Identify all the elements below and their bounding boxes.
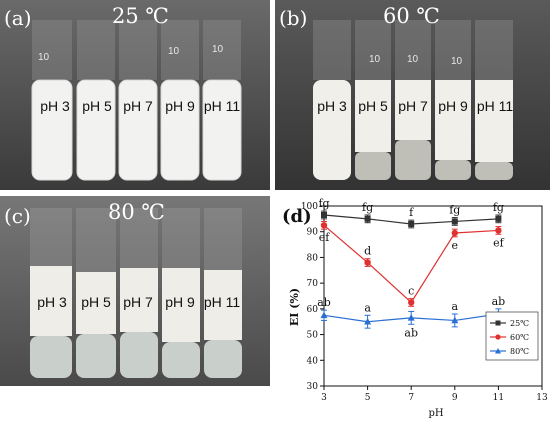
data-point (495, 227, 502, 234)
legend-marker (495, 348, 501, 354)
panel-b-temperature: 60 ℃ (383, 4, 440, 28)
legend-marker (495, 334, 501, 340)
x-tick-label: 13 (536, 393, 548, 403)
tube-label-ph3: pH 3 (40, 98, 70, 114)
significance-label: e (452, 239, 459, 252)
significance-label: fg (493, 201, 504, 214)
data-point (407, 314, 415, 321)
panel-c-letter: (c) (4, 204, 31, 228)
y-tick-label: 50 (307, 331, 319, 341)
legend-entry: 60℃ (510, 333, 529, 342)
tube-label-ph11: pH 11 (203, 98, 241, 114)
plot-frame (323, 205, 543, 387)
photo-c-tubes (0, 196, 270, 386)
panel-d-letter: (d) (282, 206, 312, 227)
photo-b-tubes (275, 0, 550, 190)
significance-label: ef (493, 236, 505, 249)
photo-a-tubes (0, 0, 270, 190)
tube-label-ph3: pH 3 (37, 294, 67, 310)
photo-panel-b: (b) 60 ℃ 10 10 10 pH 3 pH 5 pH 7 pH 9 pH… (275, 0, 550, 190)
tube-label-ph11: pH 11 (203, 294, 241, 310)
tube-mark: 10 (38, 52, 50, 63)
data-point (364, 259, 371, 266)
significance-label: f (409, 206, 414, 219)
data-point (451, 229, 458, 237)
significance-label: ab (404, 326, 418, 339)
data-point (408, 221, 415, 227)
significance-label: ef (319, 231, 331, 244)
y-tick-label: 80 (307, 253, 319, 263)
tube-label-ph9: pH 9 (165, 98, 195, 114)
tube-mark: 10 (407, 54, 419, 65)
tube-label-ph7: pH 7 (398, 98, 428, 114)
data-point (495, 215, 502, 222)
tube-label-ph3: pH 3 (317, 98, 347, 114)
tube-label-ph7: pH 7 (123, 98, 153, 114)
tube-mark: 10 (212, 44, 224, 55)
y-axis-label: EI (%) (288, 288, 301, 326)
tube-label-ph5: pH 5 (81, 294, 111, 310)
data-point (320, 311, 328, 319)
data-point (364, 215, 371, 222)
significance-label: c (408, 285, 414, 298)
data-point (451, 218, 458, 225)
y-tick-label: 40 (307, 356, 319, 366)
photo-panel-a: (a) 25 ℃ 10 10 10 pH 3 pH 5 pH 7 pH 9 pH… (0, 0, 270, 190)
x-tick-label: 5 (365, 393, 371, 403)
x-tick-label: 9 (452, 393, 458, 403)
x-tick-label: 7 (408, 393, 414, 403)
x-tick-label: 11 (493, 393, 504, 403)
significance-label: a (364, 301, 371, 314)
y-tick-label: 60 (307, 305, 319, 315)
significance-label: ab (317, 296, 331, 309)
legend-entry: 80℃ (510, 347, 529, 356)
tube-label-ph5: pH 5 (358, 98, 388, 114)
y-tick-label: 30 (307, 382, 319, 392)
x-tick-label: 3 (321, 393, 327, 403)
y-tick-label: 90 (307, 228, 319, 238)
panel-c-temperature: 80 ℃ (108, 200, 165, 224)
tube-mark: 10 (451, 56, 463, 67)
tube-label-ph9: pH 9 (165, 294, 195, 310)
legend-entry: 25℃ (510, 319, 529, 328)
tube-label-ph5: pH 5 (82, 98, 112, 114)
significance-label: d (364, 245, 371, 258)
data-point (408, 299, 415, 306)
tube-mark: 10 (168, 46, 180, 57)
data-point (451, 316, 459, 324)
y-tick-label: 100 (301, 202, 318, 212)
photo-panel-c: (c) 80 ℃ pH 3 pH 5 pH 7 pH 9 pH 11 (0, 196, 270, 386)
tube-mark: 10 (369, 54, 381, 65)
significance-label: a (452, 300, 459, 313)
x-axis-label: pH (428, 408, 443, 419)
panel-b-letter: (b) (279, 6, 308, 30)
data-point (321, 212, 327, 218)
panel-a-letter: (a) (4, 6, 32, 30)
significance-label: ab (492, 295, 506, 308)
tube-label-ph9: pH 9 (438, 98, 468, 114)
significance-label: fg (318, 197, 329, 210)
legend-box (485, 311, 539, 361)
tube-label-ph11: pH 11 (476, 98, 514, 114)
panel-a-temperature: 25 ℃ (112, 4, 169, 28)
data-point (320, 222, 328, 229)
significance-label: fg (362, 201, 373, 214)
significance-label: fg (449, 204, 460, 217)
tube-label-ph7: pH 7 (123, 294, 153, 310)
y-tick-label: 70 (307, 279, 319, 289)
legend-marker (495, 320, 501, 326)
data-point (364, 317, 372, 325)
